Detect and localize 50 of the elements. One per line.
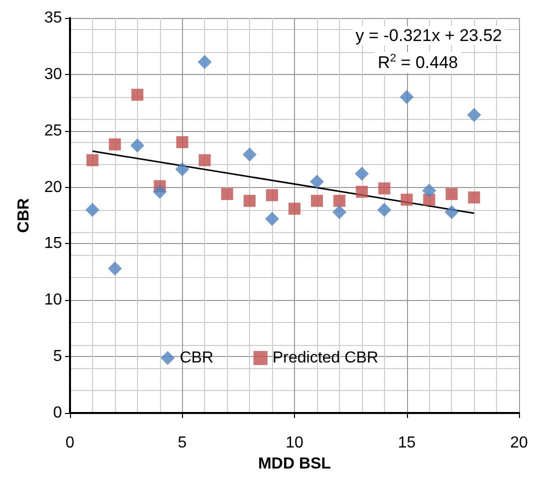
y-tick-label: 0 bbox=[53, 404, 62, 422]
point bbox=[265, 212, 280, 226]
point bbox=[378, 182, 390, 194]
point bbox=[86, 154, 98, 166]
x-tick-label: 0 bbox=[66, 434, 75, 452]
point bbox=[354, 166, 369, 181]
point bbox=[468, 191, 480, 204]
point bbox=[467, 108, 482, 122]
point bbox=[333, 194, 346, 207]
point bbox=[288, 202, 300, 215]
point bbox=[198, 55, 212, 70]
y-tick-label: 5 bbox=[53, 348, 62, 366]
point bbox=[176, 136, 188, 148]
point bbox=[108, 138, 121, 150]
point bbox=[332, 205, 346, 220]
y-tick-label: 20 bbox=[44, 178, 62, 196]
point bbox=[242, 148, 257, 162]
point bbox=[266, 189, 278, 202]
x-tick-label: 10 bbox=[286, 434, 304, 452]
point bbox=[108, 262, 122, 276]
point bbox=[422, 184, 436, 198]
y-tick-label: 25 bbox=[44, 122, 62, 140]
point bbox=[400, 90, 414, 104]
y-tick-label: 10 bbox=[44, 292, 62, 309]
point bbox=[377, 202, 392, 217]
annotation: y = -0.321x + 23.52 bbox=[356, 26, 502, 45]
x-tick-label: 20 bbox=[510, 434, 528, 452]
point bbox=[400, 194, 413, 206]
legend-label: CBR bbox=[180, 350, 214, 366]
y-axis-title: CBR bbox=[16, 198, 32, 233]
point bbox=[356, 186, 368, 198]
point bbox=[152, 184, 167, 199]
point bbox=[244, 194, 256, 207]
legend-label: Predicted CBR bbox=[272, 350, 378, 366]
point bbox=[310, 194, 323, 207]
y-tick-label: 30 bbox=[44, 66, 62, 83]
point bbox=[446, 188, 458, 200]
x-tick-label: 5 bbox=[178, 434, 187, 452]
point bbox=[198, 154, 211, 166]
x-tick-label: 15 bbox=[398, 434, 416, 452]
point bbox=[221, 188, 234, 200]
y-tick-label: 35 bbox=[44, 10, 62, 26]
x-axis-title: MDD BSL bbox=[258, 455, 332, 472]
point bbox=[85, 202, 100, 217]
point bbox=[130, 138, 144, 153]
point bbox=[175, 162, 190, 176]
point bbox=[131, 88, 144, 101]
point bbox=[310, 174, 324, 189]
point bbox=[444, 205, 459, 220]
y-tick-label: 15 bbox=[44, 235, 62, 252]
